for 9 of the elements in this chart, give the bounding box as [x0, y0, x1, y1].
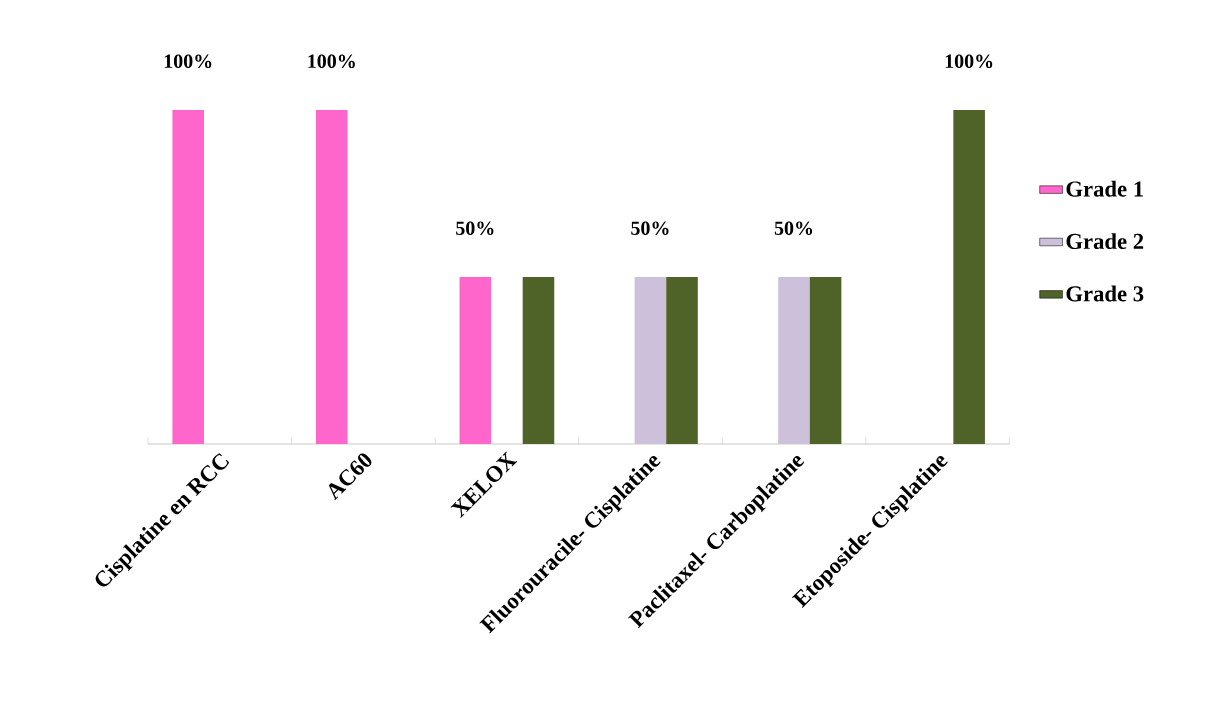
data-label: 50%: [631, 221, 669, 236]
data-label: 50%: [456, 221, 494, 236]
data-label: 100%: [308, 54, 355, 69]
legend-label: Grade 2: [1066, 233, 1144, 250]
data-label: 100%: [164, 54, 212, 69]
data-label: 50%: [774, 221, 813, 236]
legend-label: Grade 1: [1066, 180, 1143, 197]
legend-label: Grade 3: [1066, 285, 1144, 302]
data-label: 100%: [945, 54, 993, 69]
